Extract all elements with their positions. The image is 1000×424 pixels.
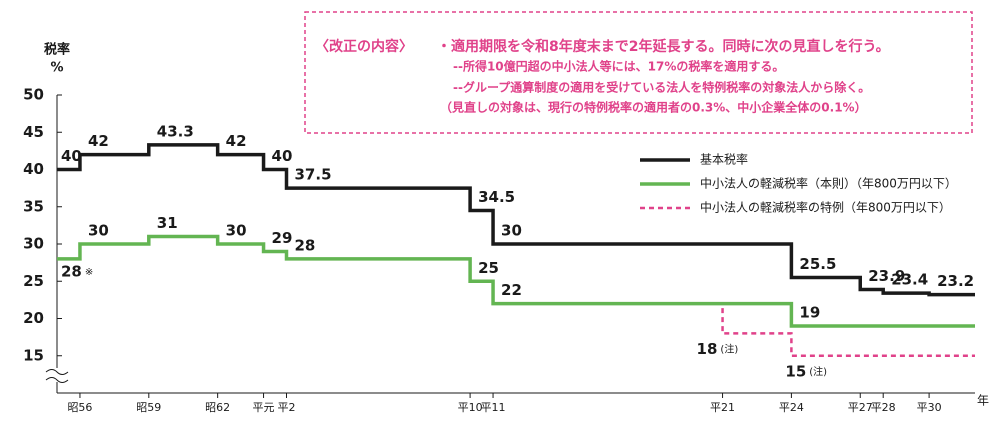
- data-label: 30: [88, 222, 109, 240]
- data-label: 28: [295, 236, 316, 254]
- x-tick-label: 平24: [779, 401, 804, 414]
- data-label: 42: [88, 132, 109, 150]
- series-line: [57, 143, 975, 297]
- y-tick-label: 30: [23, 235, 44, 253]
- data-label: 40: [61, 147, 82, 165]
- x-tick-label: 昭62: [205, 401, 230, 414]
- note-heading: 〈改正の内容〉: [315, 38, 413, 55]
- data-label: 43.3: [157, 122, 194, 140]
- note-line: ・適用期限を令和8年度末まで2年延長する。同時に次の見直しを行う。: [437, 38, 890, 55]
- x-tick-label: 平10: [458, 401, 483, 414]
- data-label: 30: [501, 222, 522, 240]
- data-label: 18: [697, 340, 718, 358]
- data-label: 29: [272, 229, 293, 247]
- data-label: 25: [478, 259, 499, 277]
- data-label: 23.2: [937, 272, 974, 290]
- data-label: 31: [157, 214, 178, 232]
- x-axis-label: 年: [977, 394, 989, 408]
- x-tick-label: 昭56: [67, 401, 92, 414]
- data-label: 15: [785, 362, 806, 380]
- y-tick-label: 45: [23, 123, 44, 141]
- data-label: 22: [501, 281, 522, 299]
- data-label: 40: [272, 147, 293, 165]
- legend-label: 中小法人の軽減税率（本則）（年800万円以下）: [700, 176, 957, 191]
- y-tick-label: 40: [23, 160, 44, 178]
- x-tick-label: 平30: [917, 401, 942, 414]
- series-line: [57, 234, 975, 328]
- y-axis-label: 税率: [44, 42, 70, 58]
- note-line: （見直しの対象は、現行の特例税率の適用者の0.3%、中小企業全体の0.1%）: [440, 100, 867, 115]
- x-tick-label: 昭59: [136, 401, 161, 414]
- x-tick-label: 平21: [710, 401, 735, 414]
- note-line: --所得10億円超の中小法人等には、17%の税率を適用する。: [453, 59, 784, 74]
- legend-label: 中小法人の軽減税率の特例（年800万円以下）: [700, 200, 951, 215]
- note-line: --グループ通算制度の適用を受けている法人を特例税率の対象法人から除く。: [453, 80, 870, 95]
- data-label: 28: [61, 262, 82, 280]
- y-tick-label: 50: [23, 86, 44, 104]
- data-label: 34.5: [478, 188, 515, 206]
- axis-break: [45, 369, 69, 383]
- x-tick-label: 平元: [253, 401, 275, 414]
- data-label: 42: [226, 132, 247, 150]
- data-label: 25.5: [799, 255, 836, 273]
- legend-label: 基本税率: [700, 152, 748, 167]
- x-tick-label: 平28: [871, 401, 896, 414]
- data-label-note: (注): [809, 365, 827, 378]
- y-axis-label: %: [50, 61, 63, 76]
- y-tick-label: 15: [23, 346, 44, 364]
- y-tick-label: 20: [23, 309, 44, 327]
- data-label-note: (注): [720, 342, 738, 355]
- data-label: 19: [799, 303, 820, 321]
- x-tick-label: 平11: [481, 401, 506, 414]
- data-label: 37.5: [295, 166, 332, 184]
- y-tick-label: 25: [23, 272, 44, 290]
- y-tick-label: 35: [23, 197, 44, 215]
- data-label: 30: [226, 222, 247, 240]
- x-tick-label: 平2: [278, 401, 296, 414]
- note-box: [304, 11, 973, 134]
- x-tick-label: 平27: [848, 401, 873, 414]
- data-label: 23.4: [891, 271, 928, 289]
- data-label-note: ※: [85, 267, 93, 278]
- data-label: 23.9: [868, 267, 905, 285]
